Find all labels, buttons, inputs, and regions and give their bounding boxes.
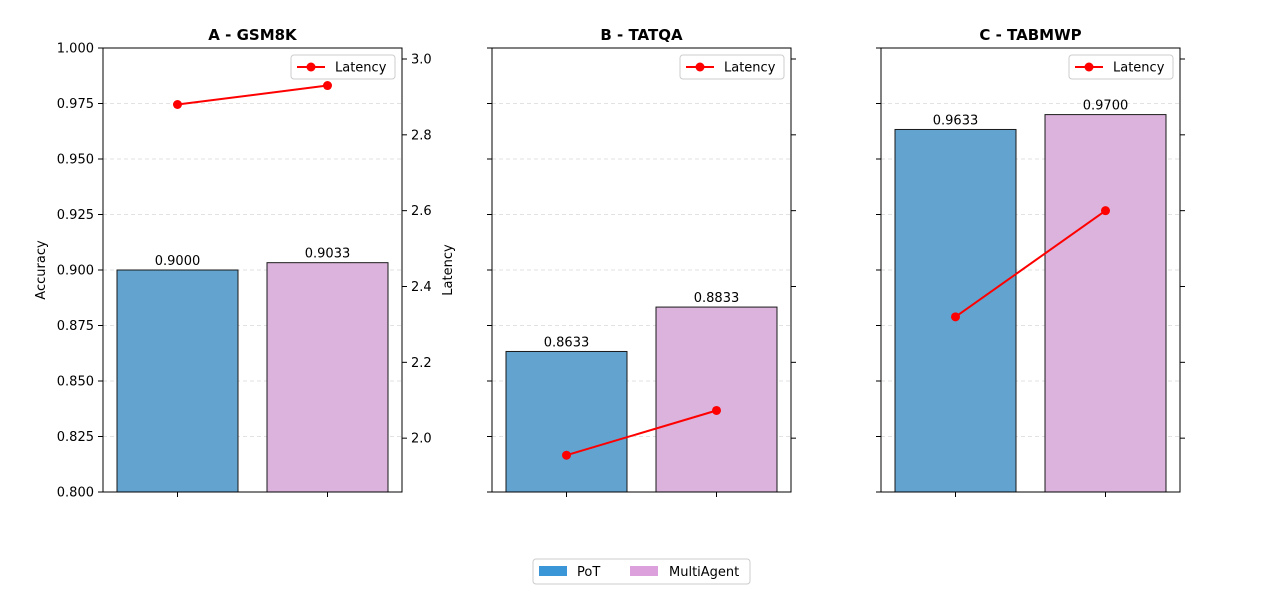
y2-tick-label: 2.2 (411, 356, 432, 371)
legend-marker (1084, 62, 1094, 72)
bar-pot (894, 128, 1017, 493)
legend-label: Latency (724, 61, 776, 76)
y-tick-label: 1.000 (57, 42, 94, 57)
y2-tick-label: 2.8 (411, 128, 432, 143)
y-tick-label: 0.800 (57, 486, 94, 501)
bar-pot (505, 350, 628, 493)
latency-line (177, 84, 328, 106)
legend-marker (306, 62, 316, 72)
bar-multiagent (655, 306, 778, 493)
y-tick-label: 0.850 (57, 375, 94, 390)
bar-value-label: 0.8833 (694, 291, 740, 306)
y-tick-label: 0.975 (57, 97, 94, 112)
latency-line (954, 209, 1107, 318)
y-tick-label: 0.825 (57, 430, 94, 445)
legend-box (1068, 54, 1174, 80)
y-tick-label: 0.900 (57, 264, 94, 279)
chart-panel-1: 0.9000 0.9033 0.800 0.825 0.850 0.875 0.900 0.9… (34, 26, 456, 501)
bar-value-label: 0.9033 (305, 247, 351, 262)
legend-marker (695, 62, 705, 72)
y2-tick-label: 2.0 (411, 432, 432, 447)
legend-label-multiagent: MultiAgent (669, 565, 739, 580)
latency-point (562, 450, 571, 460)
legend-label-pot: PoT (577, 565, 600, 580)
panel-title: C - TABMWP (979, 26, 1081, 44)
y-tick-label: 0.950 (57, 153, 94, 168)
legend-swatch-pot (539, 566, 567, 576)
bar-multiagent (266, 262, 389, 493)
y-tick-label: 0.925 (57, 208, 94, 223)
bottom-legend: PoT MultiAgent (532, 558, 751, 585)
panel-title: A - GSM8K (208, 26, 298, 44)
legend-swatch-multiagent (630, 566, 658, 576)
bar-multiagent (1044, 114, 1167, 493)
legend-label: Latency (1113, 61, 1165, 76)
latency-point (323, 81, 332, 91)
y-axis-label: Accuracy (34, 240, 49, 300)
latency-point (173, 99, 182, 109)
latency-point (712, 405, 721, 415)
bar-value-label: 0.9000 (155, 254, 201, 269)
legend-box (679, 54, 785, 80)
chart-panel-3: 0.9633 0.9700 C - TABMWP Latency (876, 26, 1185, 497)
bar-pot (116, 269, 239, 493)
bar-value-label: 0.8633 (544, 335, 590, 350)
y2-tick-label: 2.6 (411, 204, 432, 219)
bar-value-label: 0.9633 (933, 113, 979, 128)
latency-point (1101, 206, 1110, 216)
y-tick-label: 0.875 (57, 319, 94, 334)
y2-axis-label: Latency (441, 244, 456, 296)
legend-box (290, 54, 396, 80)
y2-tick-label: 2.4 (411, 280, 432, 295)
bar-value-label: 0.9700 (1083, 99, 1129, 114)
legend-label: Latency (335, 61, 387, 76)
latency-line (566, 409, 717, 457)
chart-panel-2: 0.8633 0.8833 B - TATQA Latency (487, 26, 796, 497)
y2-tick-label: 3.0 (411, 52, 432, 67)
latency-point (951, 312, 960, 322)
panel-title: B - TATQA (600, 26, 683, 44)
